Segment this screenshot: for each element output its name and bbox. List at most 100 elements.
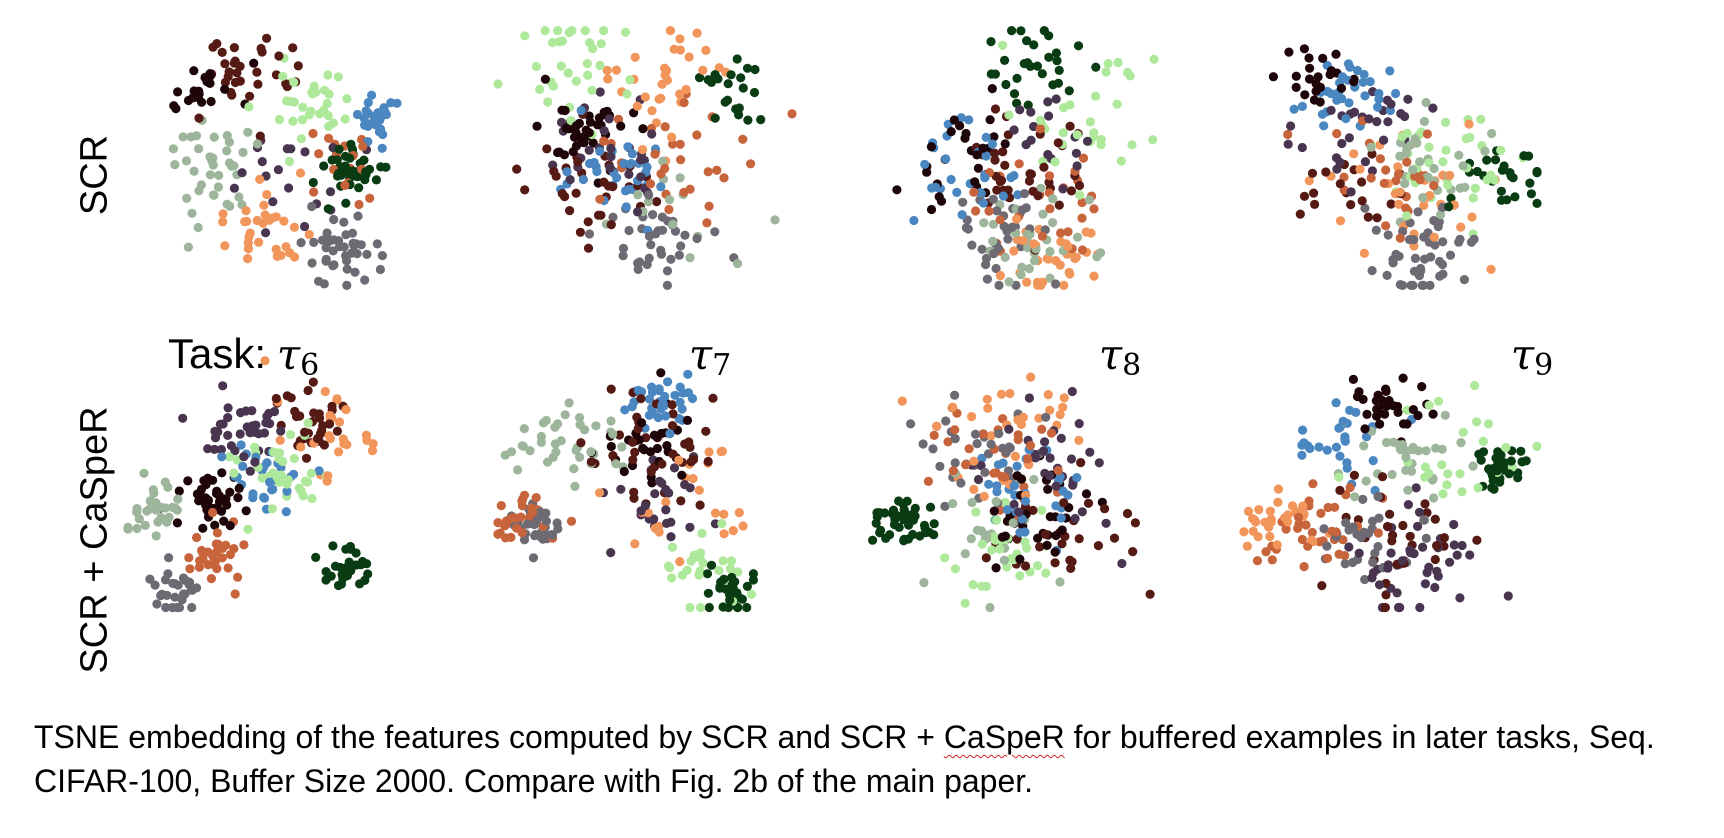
task-symbol: τ	[688, 330, 713, 379]
scatter-point	[348, 171, 359, 181]
scatter-point	[736, 73, 746, 83]
scatter-point	[1437, 444, 1447, 454]
scatter-point	[958, 197, 968, 207]
scatter-point	[979, 218, 989, 228]
scatter-point	[180, 589, 190, 599]
scatter-point	[202, 495, 212, 505]
scatter-point	[636, 394, 646, 404]
scatter-point	[1077, 507, 1087, 517]
scatter-point	[1023, 100, 1033, 110]
scatter-point	[987, 139, 998, 149]
scatter-point	[575, 452, 585, 462]
scatter-point	[1059, 280, 1069, 290]
scatter-point	[676, 496, 686, 506]
scatter-point	[992, 487, 1002, 497]
scatter-point	[1525, 178, 1535, 188]
scatter-point	[653, 412, 663, 423]
scatter-point	[1043, 484, 1053, 494]
scatter-point	[1382, 437, 1392, 448]
scatter-point	[599, 177, 609, 187]
scatter-point	[238, 461, 248, 471]
scatter-point	[243, 254, 253, 264]
scatter-point	[961, 128, 971, 139]
scatter-point	[248, 489, 258, 499]
scatter-point	[1398, 520, 1408, 531]
scatter-point	[300, 147, 310, 157]
scatter-point	[998, 40, 1008, 50]
scatter-point	[972, 150, 982, 160]
scatter-point	[582, 59, 592, 69]
scatter-point	[1360, 91, 1370, 101]
scatter-point	[262, 33, 272, 43]
scatter-point	[956, 113, 966, 123]
scatter-point	[588, 44, 598, 54]
scatter-point	[1075, 190, 1085, 200]
scatter-point	[897, 396, 907, 406]
scatter-point	[1000, 497, 1010, 507]
scatter-point	[986, 439, 996, 449]
scatter-point	[940, 501, 950, 511]
scatter-point	[1405, 531, 1415, 541]
scatter-point	[234, 192, 244, 202]
scatter-point	[1341, 518, 1351, 528]
scatter-point	[319, 85, 330, 95]
scatter-point	[1291, 71, 1301, 81]
scatter-point	[1419, 116, 1429, 127]
scatter-point	[654, 94, 664, 104]
scatter-point	[683, 369, 693, 379]
scatter-point	[987, 545, 997, 555]
scatter-point	[599, 126, 609, 136]
scatter-point	[580, 425, 590, 435]
scatter-point	[536, 533, 547, 543]
scatter-point	[684, 52, 694, 62]
scatter-point	[156, 502, 166, 512]
scatter-point	[1430, 554, 1440, 565]
scatter-point	[596, 39, 606, 49]
scatter-point	[361, 118, 371, 128]
scatter-point	[908, 529, 918, 540]
scatter-point	[164, 553, 174, 563]
scatter-point	[1051, 481, 1061, 491]
scatter-point	[1354, 548, 1364, 558]
scatter-point	[1345, 482, 1355, 493]
scatter-point	[289, 97, 299, 107]
scatter-point	[1024, 264, 1034, 274]
scatter-point	[1004, 110, 1014, 120]
scatter-point	[1036, 183, 1046, 193]
scatter-point	[998, 147, 1008, 157]
scatter-point	[1064, 86, 1074, 96]
scatter-point	[300, 427, 310, 437]
scatter-point	[210, 520, 220, 530]
scatter-point	[1344, 133, 1354, 143]
scatter-point	[1432, 566, 1442, 576]
task-index: 7	[712, 348, 732, 383]
scatter-point	[1293, 523, 1303, 534]
scatter-point	[321, 567, 331, 577]
scatter-point	[595, 87, 605, 97]
scatter-point	[688, 473, 698, 484]
scatter-point	[1003, 234, 1013, 244]
scatter-point	[134, 514, 144, 524]
scatter-point	[1024, 393, 1034, 403]
scatter-point	[1357, 177, 1367, 187]
scatter-point	[889, 520, 900, 530]
scatter-point	[1243, 506, 1254, 516]
scatter-point	[1299, 44, 1309, 54]
scatter-point	[529, 519, 540, 530]
scatter-point	[1085, 117, 1095, 127]
scatter-point	[726, 556, 737, 566]
scatter-point	[1395, 187, 1405, 197]
scatter-point	[1014, 159, 1024, 169]
scatter-point	[556, 61, 566, 71]
scatter-point	[719, 509, 729, 519]
scatter-point	[1411, 483, 1421, 493]
scatter-point	[1297, 440, 1307, 450]
scatter-panel	[1239, 373, 1542, 613]
scatter-point	[674, 250, 685, 260]
scatter-point	[308, 128, 318, 139]
scatter-point	[1112, 99, 1122, 109]
scatter-point	[677, 470, 687, 480]
scatter-point	[1340, 432, 1350, 442]
scatter-point	[541, 516, 552, 526]
scatter-point	[221, 540, 231, 550]
